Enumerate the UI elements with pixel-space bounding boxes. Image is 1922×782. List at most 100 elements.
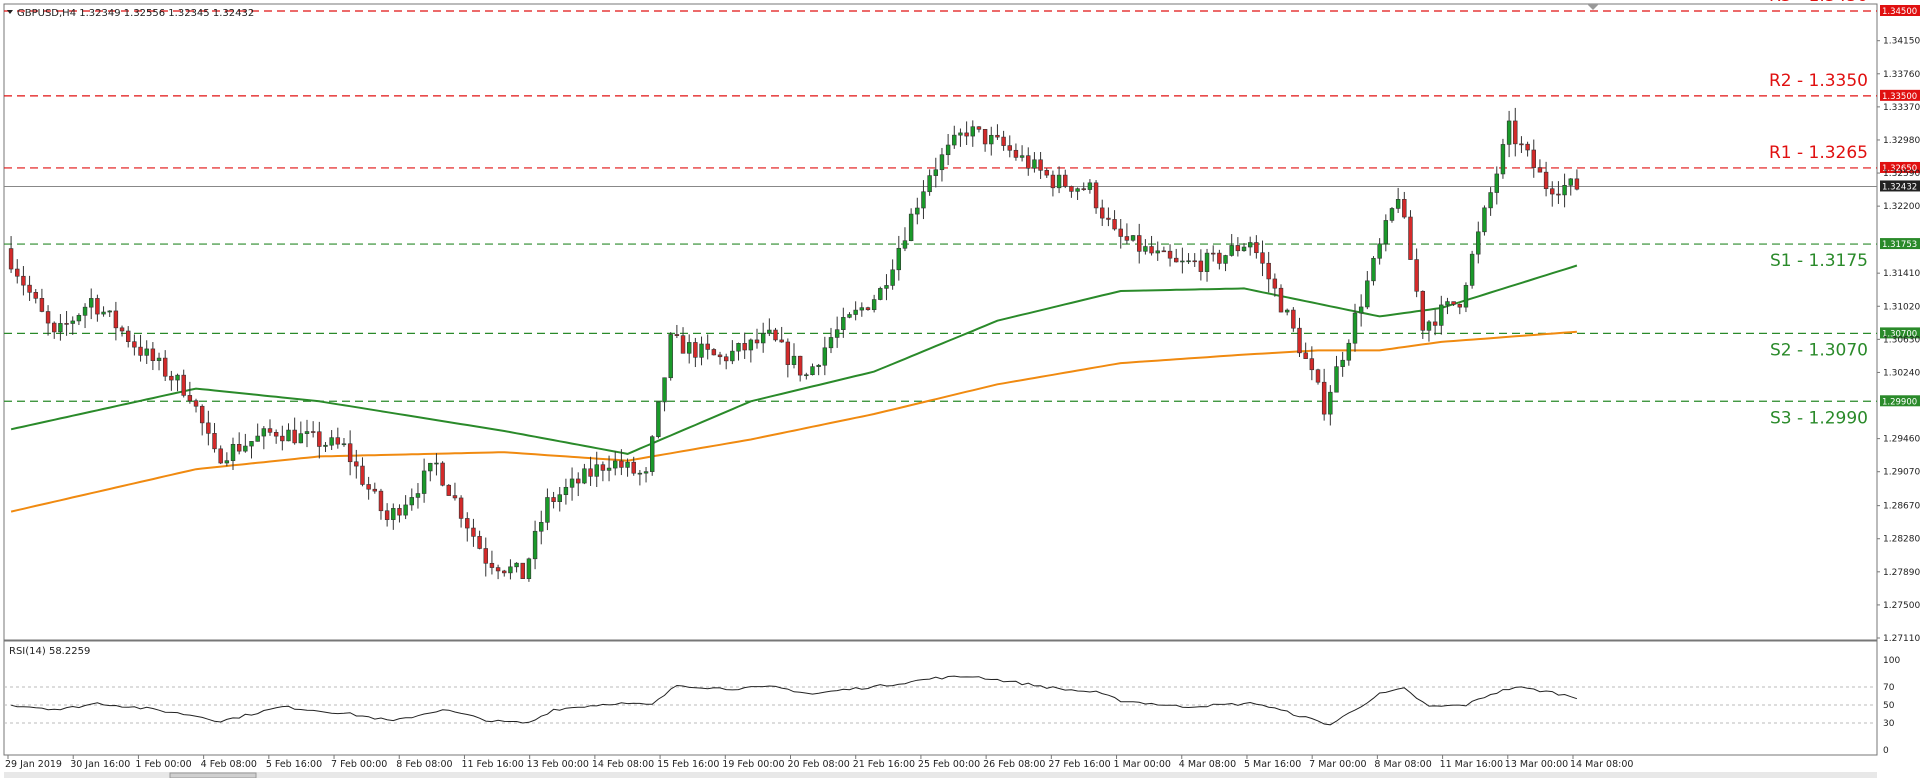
candle[interactable] <box>748 338 754 363</box>
candle[interactable] <box>680 327 686 354</box>
candle[interactable] <box>1334 355 1339 393</box>
candle[interactable] <box>1352 303 1358 352</box>
candle[interactable] <box>853 301 858 321</box>
candle[interactable] <box>1297 317 1302 358</box>
candle[interactable] <box>1044 168 1049 178</box>
candle[interactable] <box>64 311 69 336</box>
candle[interactable] <box>1241 243 1247 252</box>
candle[interactable] <box>822 336 828 376</box>
candle[interactable] <box>1321 368 1327 421</box>
candle[interactable] <box>409 488 414 511</box>
candle[interactable] <box>354 449 359 479</box>
candle[interactable] <box>495 564 501 580</box>
candle[interactable] <box>1346 339 1352 366</box>
candle[interactable] <box>656 401 661 439</box>
candle[interactable] <box>705 334 710 360</box>
candle[interactable] <box>126 326 131 348</box>
candle[interactable] <box>483 537 488 577</box>
candle[interactable] <box>280 425 285 451</box>
candle[interactable] <box>391 503 396 530</box>
candle[interactable] <box>952 125 957 149</box>
candle[interactable] <box>1130 235 1136 242</box>
candle[interactable] <box>21 266 26 296</box>
candle[interactable] <box>1476 221 1481 264</box>
candle[interactable] <box>230 437 236 470</box>
candle[interactable] <box>1026 147 1031 176</box>
candle[interactable] <box>1328 385 1333 426</box>
candle[interactable] <box>576 472 581 497</box>
candle[interactable] <box>551 491 556 509</box>
candle[interactable] <box>421 458 427 503</box>
candle[interactable] <box>384 503 390 527</box>
candle[interactable] <box>181 369 186 398</box>
candle[interactable] <box>1543 161 1549 197</box>
candle[interactable] <box>1266 251 1271 293</box>
candle[interactable] <box>76 313 82 325</box>
candle[interactable] <box>563 478 569 505</box>
candle[interactable] <box>668 332 673 381</box>
candle[interactable] <box>1395 187 1401 214</box>
candle[interactable] <box>415 483 421 509</box>
candle[interactable] <box>119 325 125 337</box>
candle[interactable] <box>224 452 230 467</box>
candle[interactable] <box>27 275 32 301</box>
candle[interactable] <box>625 458 630 477</box>
candle[interactable] <box>347 430 353 476</box>
candle[interactable] <box>723 353 729 370</box>
candle[interactable] <box>489 550 495 575</box>
candle[interactable] <box>896 235 902 281</box>
candle[interactable] <box>871 294 877 313</box>
candle[interactable] <box>1050 170 1056 197</box>
chart-scrollbar[interactable] <box>169 772 257 779</box>
candle[interactable] <box>742 332 747 359</box>
candle[interactable] <box>1019 145 1025 162</box>
candle[interactable] <box>1118 218 1123 249</box>
candle[interactable] <box>884 274 889 301</box>
candle[interactable] <box>717 351 723 365</box>
candle[interactable] <box>1229 234 1234 257</box>
candle[interactable] <box>95 294 100 322</box>
candle[interactable] <box>193 398 199 413</box>
candle[interactable] <box>107 310 112 317</box>
candle[interactable] <box>1137 223 1142 264</box>
candle[interactable] <box>1235 237 1241 257</box>
candle[interactable] <box>643 467 649 483</box>
candle[interactable] <box>335 427 341 449</box>
candle[interactable] <box>273 429 279 444</box>
candle[interactable] <box>804 372 809 380</box>
candle[interactable] <box>1149 235 1154 256</box>
candle[interactable] <box>465 512 470 542</box>
candle[interactable] <box>255 423 260 442</box>
candle[interactable] <box>52 321 57 339</box>
candle[interactable] <box>902 227 908 252</box>
candle[interactable] <box>730 340 735 365</box>
candle[interactable] <box>1537 159 1543 173</box>
candle[interactable] <box>810 363 815 376</box>
candle[interactable] <box>138 334 143 362</box>
candle[interactable] <box>711 348 717 356</box>
candle[interactable] <box>828 327 834 354</box>
candle[interactable] <box>1365 271 1370 310</box>
candle[interactable] <box>1260 240 1265 277</box>
candle[interactable] <box>341 438 347 447</box>
candle[interactable] <box>1038 151 1043 179</box>
candle[interactable] <box>736 342 741 361</box>
candle[interactable] <box>1315 368 1321 385</box>
candle[interactable] <box>1174 248 1179 263</box>
candle[interactable] <box>82 303 88 329</box>
candle[interactable] <box>132 334 137 356</box>
candle[interactable] <box>532 520 538 570</box>
candle[interactable] <box>619 449 624 476</box>
candle[interactable] <box>267 419 273 436</box>
candle[interactable] <box>1167 244 1173 267</box>
candle[interactable] <box>428 462 433 482</box>
candle[interactable] <box>964 121 969 146</box>
candle[interactable] <box>1550 181 1555 207</box>
candle[interactable] <box>471 518 476 547</box>
candle[interactable] <box>440 461 445 487</box>
candle[interactable] <box>933 157 938 188</box>
candle[interactable] <box>779 326 784 343</box>
candle[interactable] <box>699 336 704 366</box>
candle[interactable] <box>1013 143 1019 161</box>
candle[interactable] <box>1272 273 1278 297</box>
